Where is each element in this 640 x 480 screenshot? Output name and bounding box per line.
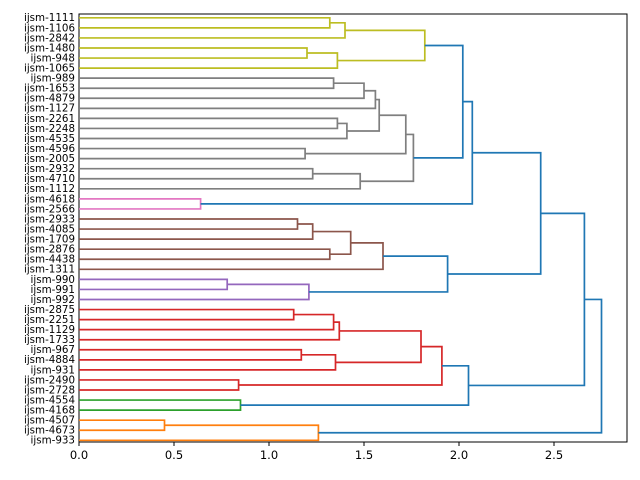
leaf-label-ijsm-1311: ijsm-1311 [24,264,75,276]
leaf-label-ijsm-933: ijsm-933 [31,435,76,447]
x-tick-label: 1.5 [355,448,373,462]
dendrogram-link-rt [318,298,603,434]
leaf-label-ijsm-1111: ijsm-1111 [24,12,75,24]
leaf-label-ijsm-4554: ijsm-4554 [24,394,75,406]
leaf-label-ijsm-4710: ijsm-4710 [24,173,75,185]
leaf-label-ijsm-2876: ijsm-2876 [24,244,75,256]
leaf-label-ijsm-992: ijsm-992 [31,294,76,306]
leaf-label-ijsm-2728: ijsm-2728 [24,384,75,396]
leaf-label-ijsm-2933: ijsm-2933 [24,213,75,225]
leaf-label-ijsm-2842: ijsm-2842 [24,32,75,44]
x-tick-label: 2.0 [450,448,468,462]
leaf-label-ijsm-2005: ijsm-2005 [24,153,75,165]
leaf-label-ijsm-2251: ijsm-2251 [24,314,75,326]
x-tick-label: 2.5 [545,448,563,462]
leaf-label-ijsm-4884: ijsm-4884 [24,354,75,366]
leaf-label-ijsm-1127: ijsm-1127 [24,103,75,115]
leaf-label-ijsm-2490: ijsm-2490 [24,374,75,386]
x-tick-label: 1.0 [260,448,278,462]
leaf-label-ijsm-1733: ijsm-1733 [24,334,75,346]
leaf-label-ijsm-1129: ijsm-1129 [24,324,75,336]
leaf-label-ijsm-2261: ijsm-2261 [24,113,75,125]
leaf-label-ijsm-989: ijsm-989 [31,73,76,85]
leaf-label-ijsm-4438: ijsm-4438 [24,254,75,266]
leaf-label-ijsm-2875: ijsm-2875 [24,304,75,316]
leaf-label-ijsm-4596: ijsm-4596 [24,143,75,155]
leaf-label-ijsm-948: ijsm-948 [31,52,76,64]
leaf-label-ijsm-1480: ijsm-1480 [24,42,75,54]
leaf-label-ijsm-4879: ijsm-4879 [24,93,75,105]
leaf-label-ijsm-4507: ijsm-4507 [24,415,75,427]
leaf-label-ijsm-4535: ijsm-4535 [24,133,75,145]
leaf-label-ijsm-2932: ijsm-2932 [24,163,75,175]
leaf-label-ijsm-1106: ijsm-1106 [24,22,75,34]
x-tick-label: 0.5 [165,448,183,462]
leaf-label-ijsm-967: ijsm-967 [31,344,76,356]
leaf-label-ijsm-4085: ijsm-4085 [24,223,75,235]
leaf-label-ijsm-1709: ijsm-1709 [24,234,75,246]
leaf-label-ijsm-4618: ijsm-4618 [24,193,75,205]
leaf-label-ijsm-2248: ijsm-2248 [24,123,75,135]
leaf-label-ijsm-4673: ijsm-4673 [24,425,75,437]
leaf-label-ijsm-991: ijsm-991 [31,284,76,296]
leaf-label-ijsm-1112: ijsm-1112 [24,183,75,195]
leaf-label-ijsm-2566: ijsm-2566 [24,203,75,215]
leaf-label-ijsm-990: ijsm-990 [31,274,76,286]
leaf-label-ijsm-1065: ijsm-1065 [24,63,75,75]
axes-frame [78,13,628,443]
leaf-label-ijsm-1653: ijsm-1653 [24,83,75,95]
leaf-label-ijsm-931: ijsm-931 [31,364,76,376]
x-tick-label: 0.0 [70,448,88,462]
leaf-label-ijsm-4168: ijsm-4168 [24,405,75,417]
